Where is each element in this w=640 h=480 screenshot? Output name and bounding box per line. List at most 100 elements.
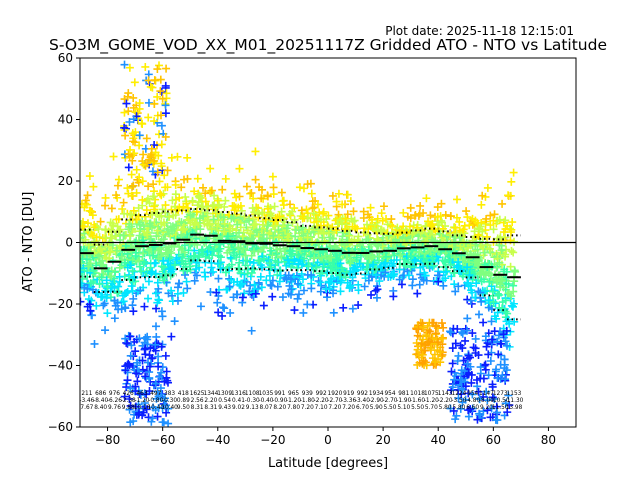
data-point (120, 289, 129, 298)
data-point (128, 156, 137, 165)
data-point (268, 292, 277, 301)
data-point (341, 273, 350, 282)
data-point (369, 260, 378, 269)
data-point (120, 60, 129, 69)
data-point (128, 266, 137, 275)
data-point (186, 211, 195, 220)
data-point (413, 345, 422, 354)
data-point (124, 163, 133, 172)
data-point (466, 296, 475, 305)
bin-annotation-text: -1.80 (300, 398, 315, 404)
bin-annotation-text: 6.70 (356, 405, 369, 411)
data-point (124, 107, 133, 116)
data-point (382, 252, 391, 261)
data-point (247, 188, 256, 197)
data-point (263, 204, 272, 213)
data-point (126, 384, 135, 393)
data-point (373, 241, 382, 250)
data-point (309, 209, 318, 218)
data-point (432, 329, 441, 338)
data-point (218, 303, 227, 312)
data-point (144, 413, 153, 422)
data-point (464, 389, 473, 398)
data-point (275, 212, 284, 221)
data-point (373, 285, 382, 294)
data-point (510, 266, 519, 275)
data-point (198, 202, 207, 211)
data-point (149, 180, 158, 189)
bin-annotation-text: 7.20 (342, 405, 355, 411)
data-point (144, 277, 153, 286)
data-point (473, 218, 482, 227)
data-point (336, 259, 345, 268)
bin-annotation-text: 9.02 (232, 405, 245, 411)
data-point (117, 252, 126, 261)
data-point (463, 326, 472, 335)
data-point (256, 272, 265, 281)
data-point (245, 287, 254, 296)
data-point (389, 272, 398, 281)
data-point (107, 272, 116, 281)
data-point (213, 196, 222, 205)
data-point (365, 254, 374, 263)
data-point (161, 109, 170, 118)
data-point (156, 189, 165, 198)
data-point (290, 306, 299, 315)
data-point (167, 332, 176, 341)
data-point (269, 231, 278, 240)
data-point (144, 294, 153, 303)
data-point (221, 268, 230, 277)
bin-annotation-text: 1309 (217, 391, 232, 397)
data-point (334, 210, 343, 219)
data-point (179, 202, 188, 211)
data-point (177, 218, 186, 227)
data-point (298, 214, 307, 223)
data-point (250, 265, 259, 274)
data-point (453, 325, 462, 334)
data-point (183, 174, 192, 183)
data-point (148, 210, 157, 219)
data-point (377, 225, 386, 234)
x-tick-label: 40 (431, 433, 446, 447)
data-point (139, 249, 148, 258)
data-point (319, 258, 328, 267)
data-point (354, 232, 363, 241)
bin-annotation-text: 7.20 (328, 405, 341, 411)
data-point (112, 232, 121, 241)
data-point (430, 350, 439, 359)
data-point (120, 123, 129, 132)
data-point (284, 271, 293, 280)
data-point (507, 247, 516, 256)
data-point (432, 321, 441, 330)
data-point (192, 207, 201, 216)
data-point (434, 277, 443, 286)
bin-annotation-text: 418 (178, 391, 189, 397)
data-point (183, 203, 192, 212)
data-point (378, 216, 387, 225)
data-point (498, 276, 507, 285)
data-point (299, 275, 308, 284)
data-point (389, 292, 398, 301)
data-point (285, 247, 294, 256)
data-point (357, 244, 366, 253)
data-point (375, 263, 384, 272)
data-point (114, 175, 123, 184)
data-point (162, 89, 171, 98)
data-point (413, 360, 422, 369)
data-point (120, 209, 129, 218)
data-point (259, 230, 268, 239)
data-point (164, 419, 173, 427)
data-point (484, 371, 493, 380)
data-point (417, 339, 426, 348)
data-point (223, 232, 232, 241)
bin-annotation-text: 11.50 (492, 405, 509, 411)
y-tick-label: 20 (58, 174, 73, 188)
data-point (447, 367, 456, 376)
data-point (85, 172, 94, 181)
data-point (492, 314, 501, 323)
data-point (477, 277, 486, 286)
data-point (132, 369, 141, 378)
y-tick-label: 60 (58, 51, 73, 65)
data-point (162, 64, 171, 73)
data-point (364, 259, 373, 268)
